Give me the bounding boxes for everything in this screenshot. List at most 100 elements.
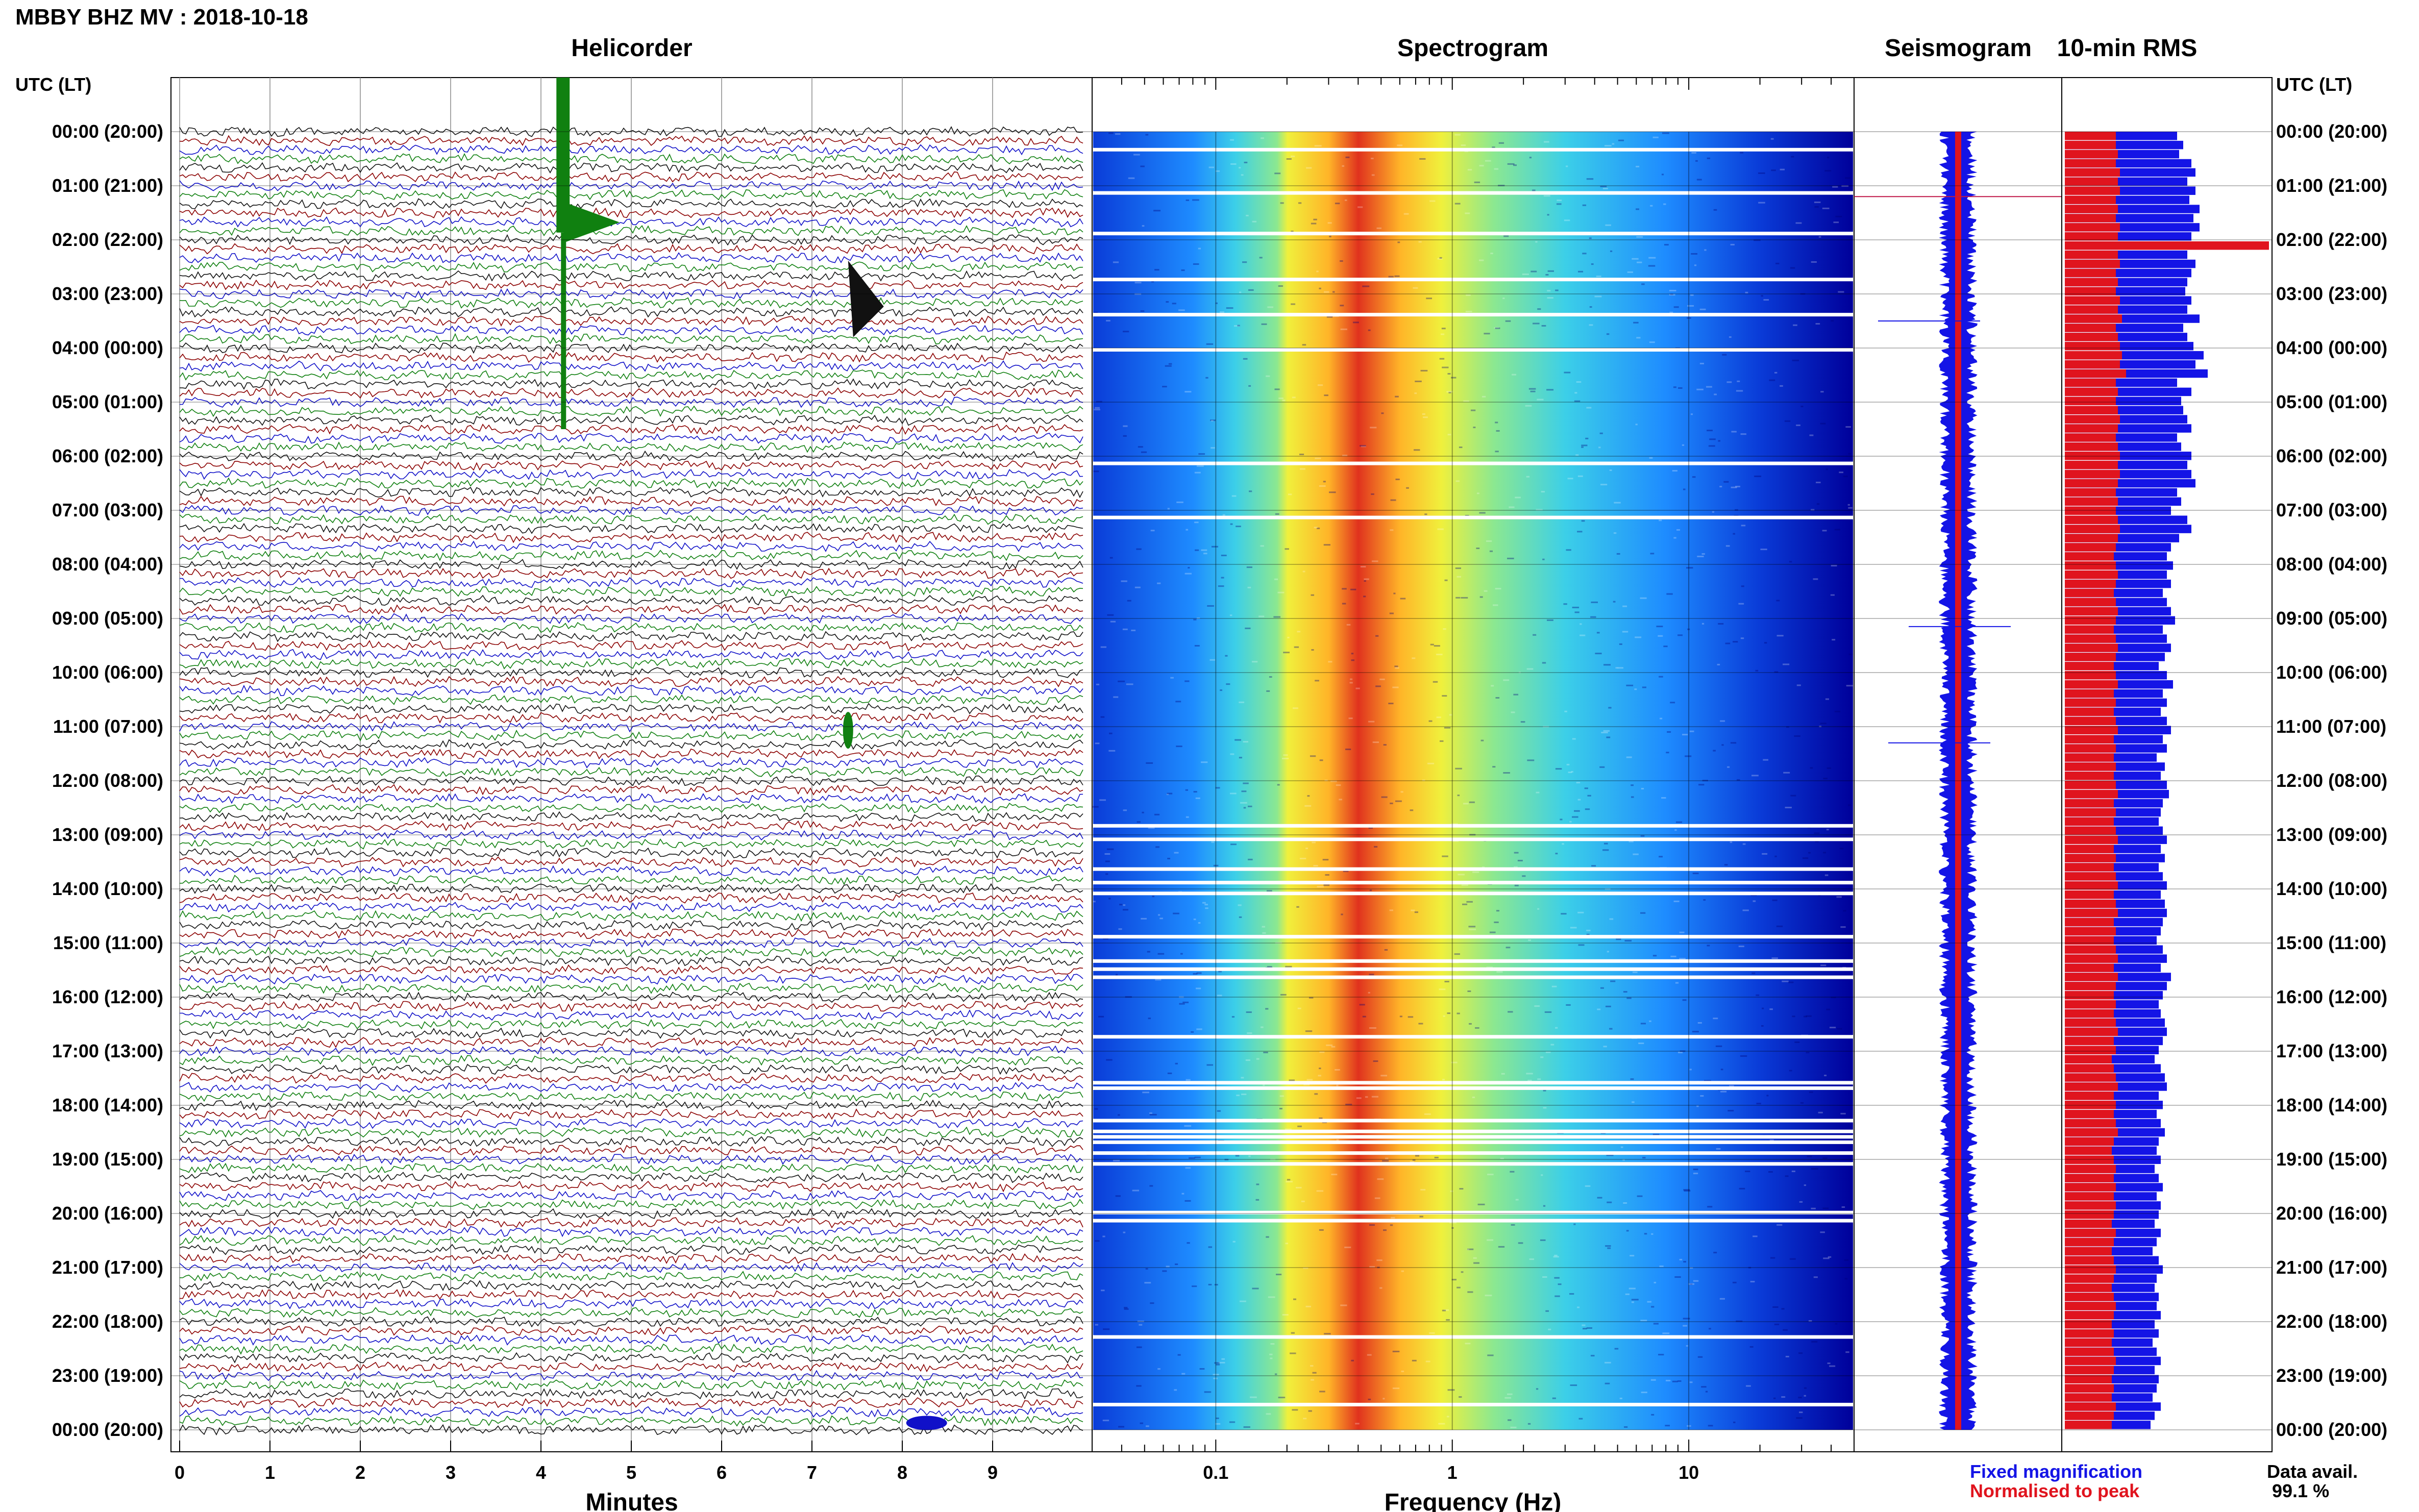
spectrogram-speckle <box>1206 1064 1214 1066</box>
spectrogram-speckle <box>1555 853 1558 855</box>
helicorder-trace <box>179 505 1083 516</box>
spectrogram-speckle <box>1279 1108 1282 1110</box>
spectrogram-speckle <box>1577 475 1583 477</box>
hour-label-left: 11:00 (07:00) <box>53 716 163 737</box>
helicorder-panel <box>170 77 1093 1452</box>
spectrogram-speckle <box>1390 802 1393 804</box>
spectrogram-speckle <box>1663 203 1666 205</box>
spectrogram-speckle <box>1605 1005 1611 1007</box>
helicorder-trace <box>179 784 1083 796</box>
spectrogram-speckle <box>1218 971 1222 973</box>
spectrogram-speckle <box>1356 1097 1362 1099</box>
rms-bar-normalised <box>2065 232 2118 241</box>
rms-bar-normalised <box>2065 1201 2116 1210</box>
spectrogram-speckle <box>1600 484 1608 486</box>
spectrogram-speckle <box>1776 635 1784 637</box>
rms-bar-normalised <box>2065 1036 2114 1046</box>
spectrogram-speckle <box>1191 1031 1194 1033</box>
spectrogram-gap <box>1093 515 1853 519</box>
spectrogram-speckle <box>1845 1351 1849 1353</box>
spectrogram-gap <box>1093 1119 1853 1123</box>
spectrogram-speckle <box>1642 1157 1646 1159</box>
spectrogram-speckle <box>1379 1287 1383 1289</box>
spectrogram-speckle <box>1729 336 1732 338</box>
spectrogram-speckle <box>1567 478 1573 480</box>
spectrogram-speckle <box>1196 617 1200 619</box>
spectrogram-speckle <box>1461 1271 1464 1273</box>
spectrogram-speckle <box>1450 1190 1453 1192</box>
helicorder-trace <box>179 919 1083 931</box>
spectrogram-speckle <box>1361 445 1366 448</box>
spectrogram-speckle <box>1663 646 1668 648</box>
spectrogram-gap <box>1093 1081 1853 1085</box>
spectrogram-speckle <box>1194 472 1201 474</box>
spectrogram-speckle <box>1368 992 1370 994</box>
helicorder-trace <box>179 1226 1083 1237</box>
spectrogram-speckle <box>1274 172 1281 175</box>
spectrogram-speckle <box>1476 548 1480 550</box>
spectrogram-speckle <box>1693 1280 1699 1282</box>
spectrogram-speckle <box>1145 1268 1148 1270</box>
spectrogram-speckle <box>1689 1069 1692 1071</box>
spectrogram-speckle <box>1674 829 1677 831</box>
spectrogram-speckle <box>1285 1128 1292 1130</box>
spectrogram-speckle <box>1136 1346 1142 1348</box>
spectrogram-speckle <box>1125 996 1132 998</box>
spectrogram-speckle <box>1238 904 1242 906</box>
helicorder-trace <box>179 1082 1083 1093</box>
helicorder-trace <box>179 1244 1083 1255</box>
spectrogram-speckle <box>1444 1309 1449 1311</box>
spectrogram-speckle <box>1466 901 1473 903</box>
spectrogram-speckle <box>1518 672 1521 674</box>
spectrogram-speckle <box>1581 444 1588 447</box>
spectrogram-speckle <box>1566 549 1571 551</box>
spectrogram-speckle <box>1558 1283 1562 1285</box>
spectrogram-speckle <box>1731 486 1737 488</box>
spectrogram-speckle <box>1291 155 1295 157</box>
spectrogram-speckle <box>1202 902 1206 904</box>
spectrogram-speckle <box>1179 996 1184 998</box>
spectrogram-speckle <box>1682 734 1688 736</box>
spectrogram-speckle <box>1291 1332 1295 1334</box>
spectrogram-speckle <box>1666 752 1669 754</box>
spectrogram-speckle <box>1546 389 1554 391</box>
spectrogram-speckle <box>1617 667 1623 669</box>
spectrogram-speckle <box>1233 325 1240 327</box>
spectrogram-speckle <box>1414 392 1417 394</box>
rms-bar-normalised <box>2065 259 2120 268</box>
spectrogram-speckle <box>1467 990 1471 993</box>
spectrogram-speckle <box>1633 321 1639 324</box>
spectrogram-speckle <box>1319 759 1323 761</box>
spectrogram-speckle <box>1278 1397 1286 1399</box>
spectrogram-speckle <box>1263 1051 1268 1053</box>
spectrogram-speckle <box>1701 1386 1707 1388</box>
spectrogram-speckle <box>1473 1257 1477 1259</box>
rms-bar-normalised <box>2065 525 2120 533</box>
spectrogram-speckle <box>1305 1030 1313 1032</box>
spectrogram-speckle <box>1534 1005 1540 1007</box>
helicorder-trace <box>179 495 1083 507</box>
spectrogram-speckle <box>1371 560 1378 562</box>
spectrogram-speckle <box>1230 163 1237 165</box>
spectrogram-speckle <box>1520 721 1525 723</box>
spectrogram-speckle <box>1597 1197 1602 1199</box>
spectrogram-speckle <box>1181 1193 1184 1195</box>
helicorder-trace <box>179 1316 1083 1328</box>
rms-bar-normalised <box>2065 1146 2112 1155</box>
spectrogram-speckle <box>1266 690 1270 692</box>
spectrogram-speckle <box>1811 509 1815 511</box>
spectrogram-speckle <box>1199 1368 1205 1370</box>
helicorder-trace <box>179 1001 1083 1012</box>
rms-bar-normalised <box>2065 872 2116 881</box>
spectrogram-speckle <box>1423 416 1428 418</box>
rms-bar-normalised <box>2065 1421 2112 1429</box>
spectrogram-speckle <box>1192 199 1199 201</box>
helicorder-event-tail <box>561 232 566 429</box>
spectrogram-speckle <box>1586 933 1590 935</box>
spectrogram-speckle <box>1848 653 1853 655</box>
spectrogram-speckle <box>1630 1255 1635 1257</box>
spectrogram-speckle <box>1562 843 1564 845</box>
spectrogram-speckle <box>1707 157 1711 159</box>
rms-bar-normalised <box>2065 662 2114 671</box>
helicorder-trace <box>179 567 1083 579</box>
